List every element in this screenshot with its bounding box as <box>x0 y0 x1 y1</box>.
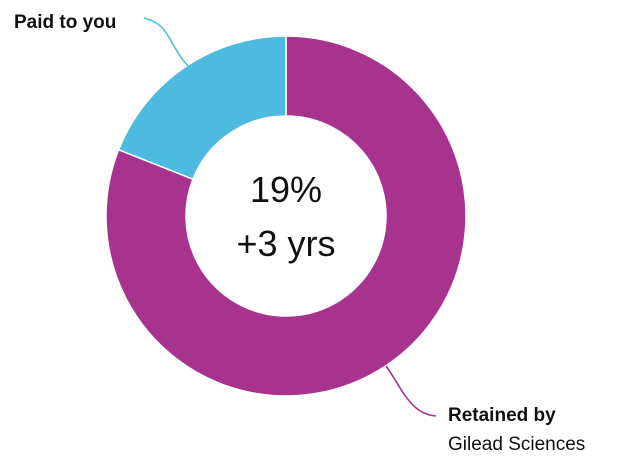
donut-slice-paid <box>117 35 287 181</box>
donut-slices <box>105 35 467 397</box>
center-years-value: +3 yrs <box>236 223 336 264</box>
donut-slice-retained <box>105 35 467 397</box>
retained-by-label: Retained by <box>448 405 556 426</box>
paid-leader-line <box>143 17 189 67</box>
center-percent-value: 19% <box>249 169 323 210</box>
gilead-sciences-label: Gilead Sciences <box>448 434 586 455</box>
retained-leader-line <box>385 365 437 417</box>
paid-to-you-label: Paid to you <box>14 12 117 33</box>
